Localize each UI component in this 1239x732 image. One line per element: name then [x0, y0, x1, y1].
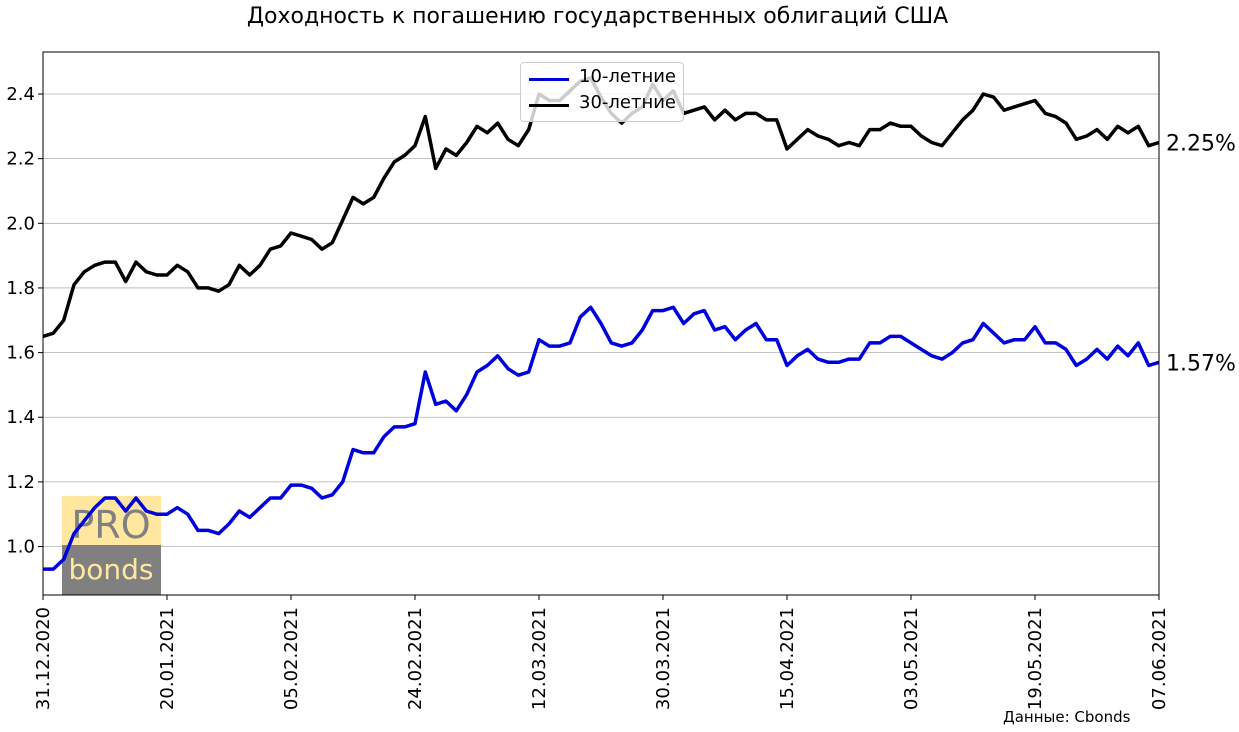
legend-line-10y	[529, 78, 569, 81]
x-tick-label: 07.06.2021	[1149, 607, 1170, 710]
watermark-top-box	[62, 496, 161, 545]
legend-line-30y	[529, 104, 569, 107]
x-tick-label: 30.03.2021	[653, 607, 674, 710]
x-tick-label: 19.05.2021	[1025, 607, 1046, 710]
legend-label-10y: 10-летние	[579, 66, 677, 87]
end-labels: 1.57% 2.25%	[1166, 132, 1236, 377]
watermark-pro-text: PRO	[71, 503, 150, 547]
end-label-30y: 2.25%	[1166, 132, 1236, 157]
x-tick-label: 12.03.2021	[529, 607, 550, 710]
x-tick-label: 05.02.2021	[281, 607, 302, 710]
end-label-10y: 1.57%	[1166, 351, 1236, 376]
y-tick-label: 2.4	[6, 84, 35, 105]
y-tick-label: 2.2	[6, 149, 35, 170]
legend: 10-летние 30-летние	[520, 62, 684, 122]
y-tick-label: 1.4	[6, 407, 35, 428]
x-tick-label: 20.01.2021	[157, 607, 178, 710]
y-tick-label: 1.8	[6, 278, 35, 299]
y-tick-label: 1.0	[6, 537, 35, 558]
y-tick-label: 2.0	[6, 213, 35, 234]
y-tick-label: 1.2	[6, 472, 35, 493]
probonds-watermark: PRO bonds	[62, 496, 161, 595]
series-line-10y	[43, 305, 1160, 571]
x-tick-label: 24.02.2021	[405, 607, 426, 710]
watermark-bonds-text: bonds	[68, 553, 153, 586]
chart-title: Доходность к погашению государственных о…	[246, 4, 949, 29]
x-axis: 31.12.2020 20.01.2021 05.02.2021 24.02.2021…	[33, 595, 1170, 710]
legend-label-30y: 30-летние	[579, 92, 677, 113]
x-tick-label: 15.04.2021	[777, 607, 798, 710]
plot-frame	[42, 51, 1160, 596]
watermark-bottom-box	[62, 545, 161, 595]
y-axis: 1.0 1.2 1.4 1.6 1.8 2.0 2.2 2.4	[6, 84, 43, 558]
grid-lines	[43, 93, 1159, 547]
x-tick-label: 03.05.2021	[901, 607, 922, 710]
y-tick-label: 1.6	[6, 343, 35, 364]
series-lines	[42, 76, 1160, 571]
source-note: Данные: Cbonds	[1003, 708, 1131, 726]
x-tick-label: 31.12.2020	[33, 607, 54, 710]
